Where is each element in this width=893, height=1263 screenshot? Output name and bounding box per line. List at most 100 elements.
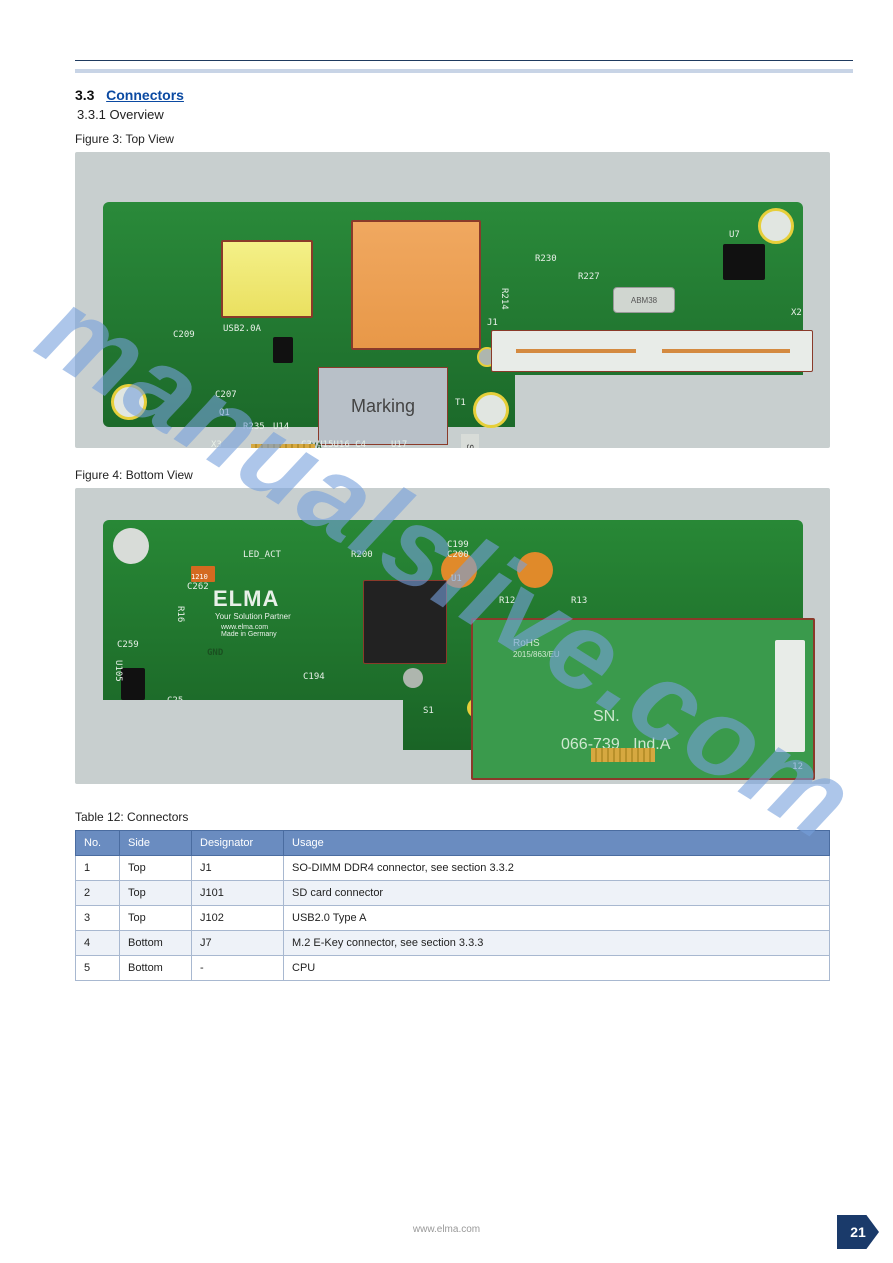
silk-r230: R230 (535, 254, 557, 264)
ic-u7 (723, 244, 765, 280)
mounting-hole (111, 384, 147, 420)
cell: J102 (192, 906, 284, 931)
silk-r200: R200 (351, 550, 373, 560)
header-rule (75, 60, 853, 61)
silk-x3: X3 (211, 440, 222, 448)
elma-made: www.elma.com Made in Germany (221, 624, 277, 638)
silk-u1: U1 (451, 574, 462, 584)
col-no: No. (76, 831, 120, 856)
connectors-table: No. Side Designator Usage 1 Top J1 SO-DI… (75, 830, 830, 981)
marking-label: Marking (351, 396, 415, 417)
ic-u105 (121, 668, 145, 700)
silk-x2: X2 (791, 308, 802, 318)
cell: J101 (192, 881, 284, 906)
cell: 5 (76, 956, 120, 981)
capacitor-orange: 1210 (191, 566, 215, 582)
col-designator: Designator (192, 831, 284, 856)
pcb-notch (103, 700, 403, 755)
page-root: 3.3 Connectors 3.3.1 Overview Figure 3: … (0, 0, 893, 1061)
table-title: Table 12: Connectors (75, 810, 853, 824)
footer-url: www.elma.com (413, 1224, 480, 1235)
figure-top-label: Figure 3: Top View (75, 132, 853, 146)
table-row: 4 Bottom J7 M.2 E-Key connector, see sec… (76, 931, 830, 956)
section-number: 3.3 (75, 87, 94, 103)
silk-gnd: GND (207, 648, 223, 658)
crystal-oscillator: ABM38 (613, 287, 675, 313)
silk-u105: U105 (113, 660, 123, 682)
subsection-title: 3.3.1 Overview (77, 107, 853, 122)
page-number-badge: 21 (837, 1215, 879, 1249)
pcb-bottom-figure: 1210 ELMA Your Solution Partner www.elma… (75, 488, 830, 784)
section-title: 3.3 Connectors (75, 87, 853, 103)
table-row: 1 Top J1 SO-DIMM DDR4 connector, see sec… (76, 856, 830, 881)
cell: Top (120, 906, 192, 931)
silk-c262: C262 (187, 582, 209, 592)
silk-r214: R214 (499, 288, 509, 310)
col-side: Side (120, 831, 192, 856)
elma-logo: ELMA (213, 586, 279, 612)
silk-c194: C194 (303, 672, 325, 682)
cell: Top (120, 856, 192, 881)
edge-connector (591, 748, 655, 762)
table-body: 1 Top J1 SO-DIMM DDR4 connector, see sec… (76, 856, 830, 981)
silk-led: LED_ACT (243, 550, 281, 560)
cell: Top (120, 881, 192, 906)
cell: J1 (192, 856, 284, 881)
figure-bottom-label: Figure 4: Bottom View (75, 468, 853, 482)
silk-c259: C259 (117, 640, 139, 650)
cell: 4 (76, 931, 120, 956)
cell: M.2 E-Key connector, see section 3.3.3 (284, 931, 830, 956)
silk-c209: C209 (173, 330, 195, 340)
elma-tagline: Your Solution Partner (215, 612, 291, 621)
silk-c207: C207 (215, 390, 237, 400)
pcb-top-figure: Marking ABM38 SMD USB2.0A C209 C207 Q1 R… (75, 152, 830, 448)
cell: USB2.0 Type A (284, 906, 830, 931)
m2-connector (775, 640, 805, 752)
cell: SO-DIMM DDR4 connector, see section 3.3.… (284, 856, 830, 881)
sn-label: SN. (593, 708, 620, 726)
silk-r12: R12 (499, 596, 515, 606)
silk-j1: J1 (487, 318, 498, 328)
section-link[interactable]: Connectors (106, 87, 184, 103)
mounting-hole (517, 552, 553, 588)
silk-s1: S1 (423, 706, 434, 716)
col-usage: Usage (284, 831, 830, 856)
cpu-chip (363, 580, 447, 664)
ic-small (273, 337, 293, 363)
small-hole (403, 668, 423, 688)
sodimm-connector (491, 330, 813, 372)
silk-r16: R16 (175, 606, 185, 622)
cell: Bottom (120, 956, 192, 981)
cell: - (192, 956, 284, 981)
cell: 2 (76, 881, 120, 906)
cell: Bottom (120, 931, 192, 956)
mounting-hole (113, 528, 149, 564)
silk-12: 12 (792, 762, 803, 772)
silk-usb: USB2.0A (223, 324, 261, 334)
mounting-hole (473, 392, 509, 428)
silk-u14: U14 (273, 422, 289, 432)
cell: CPU (284, 956, 830, 981)
smd-label: SMD (461, 434, 479, 448)
marking-block: Marking (318, 367, 448, 445)
cell: SD card connector (284, 881, 830, 906)
table-header-row: No. Side Designator Usage (76, 831, 830, 856)
mounting-hole (758, 208, 794, 244)
table-row: 2 Top J101 SD card connector (76, 881, 830, 906)
sd-card-slot (351, 220, 481, 350)
table-row: 5 Bottom - CPU (76, 956, 830, 981)
usb-connector (221, 240, 313, 318)
silk-c200: C200 (447, 550, 469, 560)
silk-t1: T1 (455, 398, 466, 408)
silk-u17: U17 (391, 440, 407, 448)
silk-q1: Q1 (219, 408, 230, 418)
crystal-label: ABM38 (631, 296, 657, 305)
silk-r227: R227 (578, 272, 600, 282)
silk-c199: C199 (447, 540, 469, 550)
silk-r13: R13 (571, 596, 587, 606)
cell: J7 (192, 931, 284, 956)
silk-u7: U7 (729, 230, 740, 240)
cell: 3 (76, 906, 120, 931)
table-row: 3 Top J102 USB2.0 Type A (76, 906, 830, 931)
edge-connector (251, 444, 315, 448)
